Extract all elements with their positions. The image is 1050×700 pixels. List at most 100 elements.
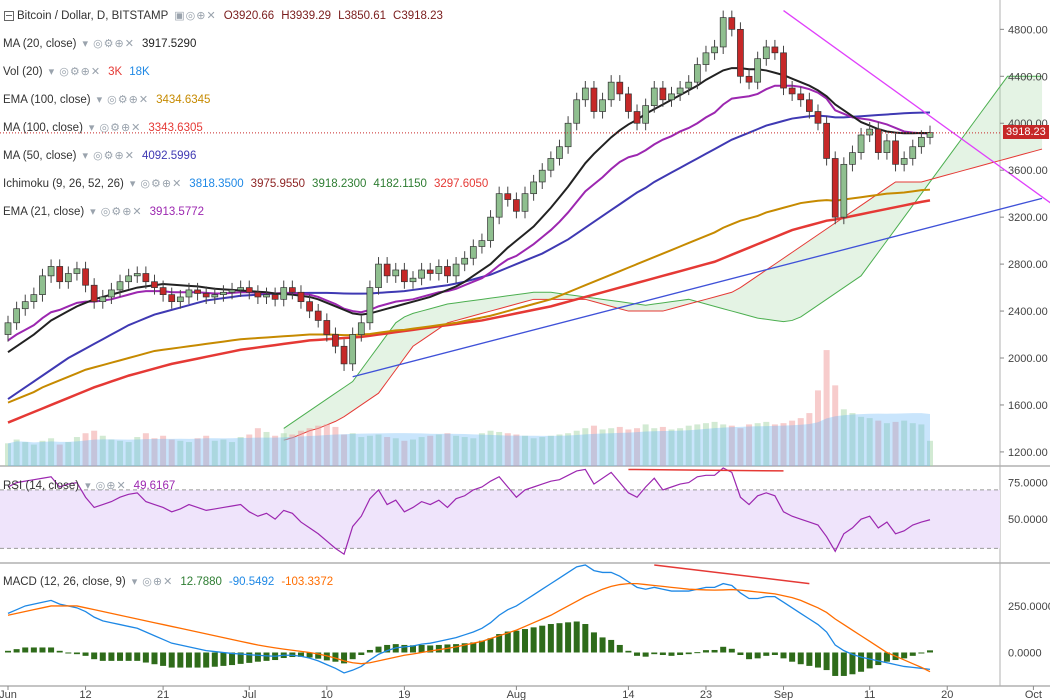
macd-histogram-bar [151,652,158,665]
volume-bar [39,440,46,466]
current-price-tag: 3918.23 [1003,124,1049,139]
candle-body [13,308,20,324]
rsi-controls-icon[interactable]: ▾ ◎⊕✕ [85,480,127,492]
macd-histogram-bar [65,652,72,654]
trendlines[interactable] [352,10,1050,378]
volume-bar [401,440,408,466]
trendline [352,197,1043,378]
indicator-controls-icon[interactable]: ▾ ◎⚙⊕✕ [48,66,102,78]
candle-body [831,158,839,218]
ohlc-close: C3918.23 [393,9,443,22]
candle-body [202,293,210,298]
volume-bar [866,418,873,466]
macd-histogram-bar [453,644,460,653]
candle-body [90,284,98,303]
volume-bar [858,416,865,466]
indicator-controls-icon[interactable]: ▾ ◎⚙⊕✕ [96,94,150,106]
candle-body [254,291,262,298]
indicator-controls-icon[interactable]: ▾ ◎⚙⊕✕ [82,150,135,162]
indicator-legend-row: MA (50, close) ▾ ◎⚙⊕✕ 4092.5996 [0,149,196,163]
indicator-name: Ichimoku (9, 26, 52, 26) [3,177,124,190]
volume-bar [453,435,460,466]
volume-bar [470,438,477,466]
candle-body [314,310,322,321]
volume-bar [668,429,675,466]
rsi-legend-value: 49.6167 [133,479,176,492]
volume-bar [289,434,296,466]
candle-body [797,93,805,101]
indicator-controls-icon[interactable]: ▾ ◎⚙⊕✕ [82,38,135,50]
candle-body [556,146,563,159]
volume-bar [160,435,167,466]
indicator-controls-icon[interactable]: ▾ ◎⚙⊕✕ [129,178,183,190]
x-tick-label: 23 [700,689,712,700]
candle-body [444,266,451,277]
volume-bar [82,433,89,466]
macd-controls-icon[interactable]: ▾ ◎⊕✕ [131,576,174,588]
macd-histogram-bar [117,652,124,661]
candle-body [220,291,227,295]
price-tick-label: 2800.00 [1008,259,1048,271]
volume-bar [220,439,227,466]
volume-bar [892,421,899,466]
price-tick-label: 4400.00 [1008,71,1048,83]
volume-bar [461,437,468,466]
macd-histogram-bar [927,650,933,653]
volume-bar [746,424,753,466]
volume-bar [48,438,55,466]
indicator-value: 3917.5290 [141,37,197,50]
macd-histogram-bar [685,652,692,655]
rsi-tick-label: 75.0000 [1008,478,1048,490]
candle-body [349,334,357,365]
volume-bar [151,438,158,466]
volume-bar [237,437,244,466]
rsi-pane: 50.0000 75.0000 [0,467,1048,556]
header-controls-icon[interactable]: ▣◎⊕✕ [174,10,217,22]
macd-histogram-bar [99,652,106,661]
volume-bar [125,442,132,466]
volume-bar [616,426,623,466]
candle-body [616,81,624,95]
macd-histogram-bar [651,652,658,655]
macd-histogram-bar [39,647,46,653]
x-tick-label: 14 [622,689,634,700]
candle-body [728,17,736,30]
price-tick-label: 3600.00 [1008,165,1048,177]
candle-body [737,28,744,77]
macd-legend-value-macd: -90.5492 [228,575,275,588]
candles[interactable] [4,10,934,371]
volume-bar [728,425,735,466]
macd-histogram-bar [823,652,830,671]
volume-bar [763,421,770,466]
indicator-controls-icon[interactable]: ▾ ◎⚙⊕✕ [90,206,143,218]
volume-bar [918,424,925,466]
volume-bar [435,434,442,466]
macd-histogram-bar [668,652,675,656]
macd-histogram-bar [211,652,218,667]
macd-histogram-bar [547,624,554,653]
indicator-controls-icon[interactable]: ▾ ◎⚙⊕✕ [88,122,142,134]
indicator-legend-row: MA (20, close) ▾ ◎⚙⊕✕ 3917.5290 [0,37,197,51]
price-tick-label: 2400.00 [1008,306,1048,318]
volume-bar [168,439,175,466]
candle-body [340,345,348,365]
candle-body [892,140,899,165]
volume-bar [771,424,778,466]
candle-body [366,287,374,324]
volume-bar [65,442,72,466]
volume-bar [73,437,80,466]
volume-bar [875,420,882,466]
macd-histogram-bar [754,652,761,659]
candle-body [607,81,615,101]
collapse-icon[interactable] [4,10,14,21]
candle-body [771,46,779,54]
macd-histogram-bar [737,652,744,656]
macd-histogram-bar [814,652,821,668]
volume-bar [487,430,494,466]
macd-histogram-bar [496,634,503,653]
indicator-legend-row: MA (100, close) ▾ ◎⚙⊕✕ 3343.6305 [0,121,203,135]
x-tick-label: Jun [0,689,17,700]
volume-bar [384,437,391,466]
rsi-legend: RSI (14, close) ▾ ◎⊕✕ 49.6167 [0,479,176,493]
